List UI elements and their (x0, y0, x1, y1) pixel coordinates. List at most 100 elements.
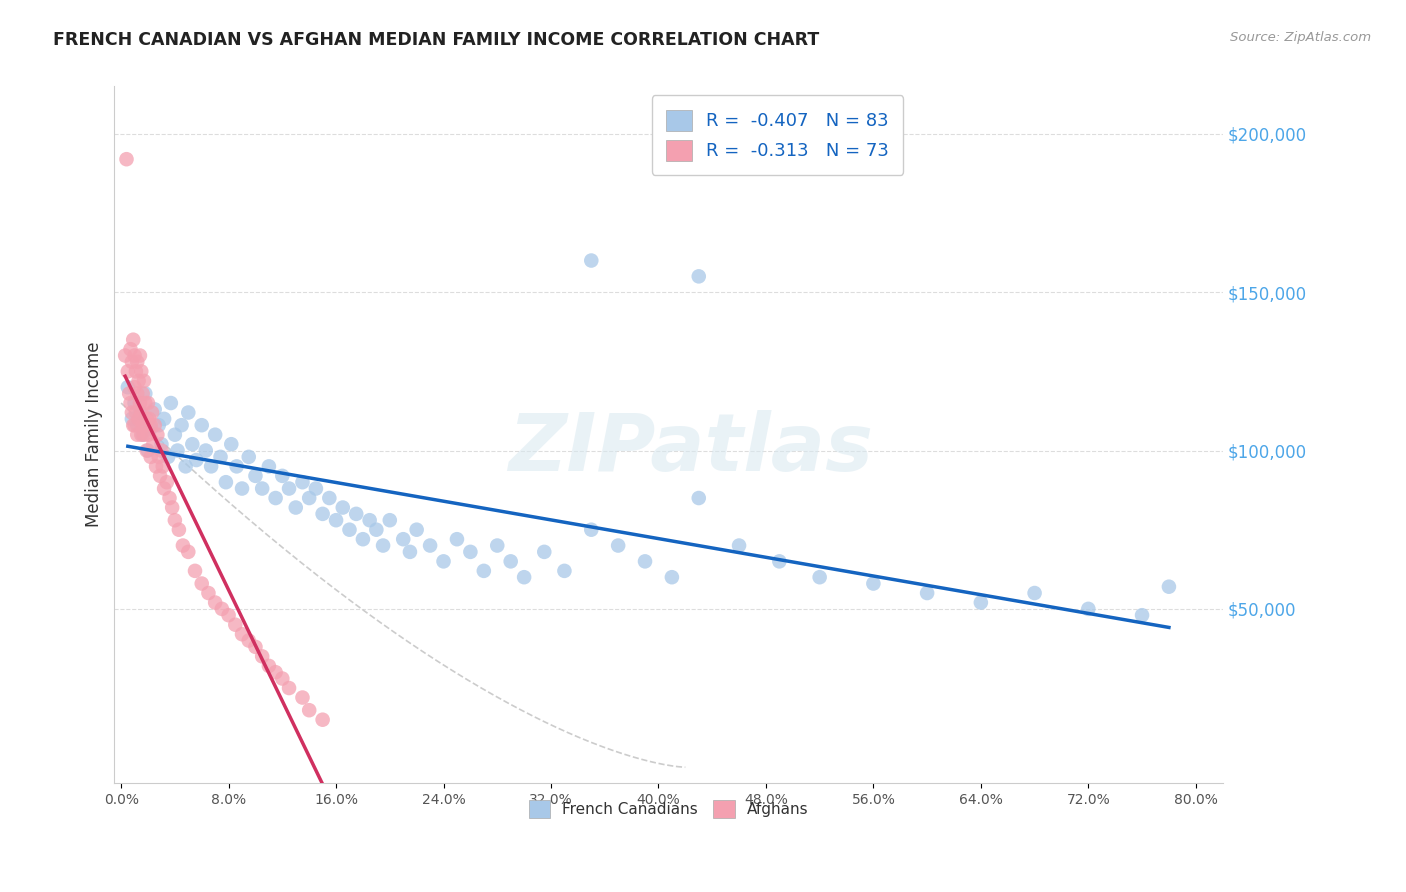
Point (129, 405, 152, 419)
Point (1130, 608, 1153, 623)
Point (728, 539, 751, 553)
Point (305, 482, 328, 496)
Point (157, 450, 180, 464)
Point (768, 554, 790, 568)
Point (121, 355, 143, 369)
Text: Source: ZipAtlas.com: Source: ZipAtlas.com (1230, 31, 1371, 45)
Point (128, 412, 150, 426)
Point (553, 564, 575, 578)
Point (150, 437, 173, 451)
Point (127, 355, 149, 369)
Point (124, 418, 146, 433)
Point (257, 459, 280, 474)
Point (250, 649, 273, 664)
Point (124, 380, 146, 394)
Point (264, 491, 287, 505)
Point (138, 412, 160, 426)
Point (146, 427, 169, 442)
Text: ZIPatlas: ZIPatlas (508, 409, 873, 488)
Point (153, 412, 176, 426)
Point (499, 554, 522, 568)
Point (148, 450, 170, 464)
Point (1157, 580, 1180, 594)
Point (159, 491, 181, 505)
Point (125, 405, 148, 419)
Point (131, 427, 153, 442)
Y-axis label: Median Family Income: Median Family Income (86, 342, 103, 527)
Point (177, 545, 200, 559)
Point (325, 513, 347, 527)
Point (634, 554, 657, 568)
Point (298, 703, 321, 717)
Point (152, 459, 174, 474)
Point (271, 672, 294, 686)
Point (174, 459, 197, 474)
Point (486, 539, 509, 553)
Point (238, 450, 260, 464)
Point (139, 421, 162, 435)
Point (134, 418, 156, 433)
Point (136, 427, 159, 442)
Point (278, 681, 301, 695)
Point (460, 545, 482, 559)
Point (129, 364, 152, 378)
Point (135, 443, 157, 458)
Point (129, 405, 152, 419)
Point (332, 500, 354, 515)
Point (257, 658, 280, 673)
Point (432, 554, 454, 568)
Point (278, 482, 301, 496)
Point (344, 507, 367, 521)
Point (371, 539, 394, 553)
Point (121, 412, 143, 426)
Point (141, 405, 163, 419)
Point (970, 595, 993, 609)
Point (366, 523, 388, 537)
Point (581, 523, 603, 537)
Point (1024, 586, 1046, 600)
Point (250, 482, 273, 496)
Point (167, 523, 190, 537)
Point (446, 532, 468, 546)
Point (120, 342, 142, 356)
Point (163, 427, 186, 442)
Point (204, 595, 226, 609)
Point (190, 576, 212, 591)
Point (129, 427, 152, 442)
Point (160, 396, 183, 410)
Legend: French Canadians, Afghans: French Canadians, Afghans (523, 794, 814, 824)
Point (124, 349, 146, 363)
Point (136, 396, 159, 410)
Point (118, 386, 141, 401)
Point (197, 586, 219, 600)
Point (218, 608, 240, 623)
Point (298, 491, 321, 505)
Point (128, 374, 150, 388)
Point (405, 523, 427, 537)
Point (134, 386, 156, 401)
Point (143, 402, 166, 417)
Point (311, 713, 333, 727)
Point (378, 513, 401, 527)
Point (271, 468, 294, 483)
Point (186, 453, 208, 467)
Point (419, 539, 441, 553)
Point (533, 545, 555, 559)
Point (194, 443, 217, 458)
Point (125, 364, 148, 378)
Point (211, 602, 233, 616)
Point (224, 617, 246, 632)
Point (122, 333, 145, 347)
Point (513, 570, 536, 584)
Point (184, 564, 207, 578)
Point (160, 500, 183, 515)
Point (131, 418, 153, 433)
Point (132, 374, 155, 388)
Point (204, 427, 226, 442)
Point (172, 539, 194, 553)
Point (148, 418, 170, 433)
Point (124, 396, 146, 410)
Point (291, 690, 314, 705)
Point (352, 532, 374, 546)
Point (129, 396, 152, 410)
